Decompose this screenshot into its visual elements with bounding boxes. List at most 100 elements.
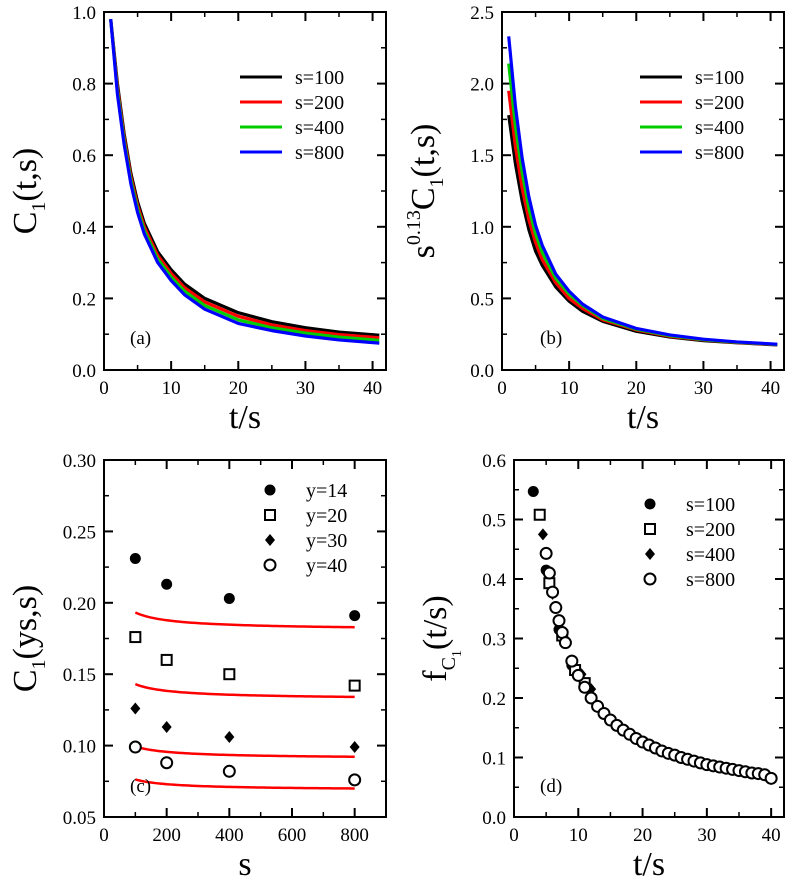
legend-label: s=200 — [295, 92, 344, 114]
x-tick-label: 0 — [99, 378, 109, 399]
fit-curve-y=20 — [134, 682, 355, 699]
x-tick-label: 200 — [152, 825, 181, 846]
data-point — [129, 553, 141, 565]
x-tick-label: 400 — [215, 825, 244, 846]
y-tick-label: 0.1 — [482, 749, 506, 770]
legend-label: s=100 — [686, 494, 735, 516]
y-tick-label: 0.3 — [482, 630, 506, 651]
y-axis-label: fC1(t/s) — [417, 595, 465, 681]
plot-frame — [513, 459, 785, 818]
fit-curve-y=14 — [134, 611, 355, 629]
x-tick-label: 30 — [296, 378, 315, 399]
legend-label: y=30 — [306, 530, 347, 552]
panel-c: 0 200 400 600 800 0.05 0.10 0.15 0.20 0.25 0.30 y=1… — [7, 451, 387, 881]
data-point — [578, 680, 592, 694]
y-tick-label: 0.4 — [72, 218, 96, 239]
legend-marker — [645, 548, 655, 560]
data-point — [533, 508, 546, 521]
y-tick-label: 0.4 — [482, 570, 506, 591]
x-tick-label: 0 — [497, 378, 507, 399]
data-point — [764, 771, 778, 785]
data-point — [223, 593, 235, 605]
panel-label: (d) — [540, 776, 562, 797]
series-line-s=800 — [109, 19, 380, 345]
legend-label: s=200 — [695, 92, 744, 114]
y-tick-label: 0.25 — [63, 522, 96, 543]
legend-label: s=400 — [686, 544, 735, 566]
legend-label: s=400 — [295, 117, 344, 139]
legend-label: s=100 — [695, 67, 744, 89]
data-point — [558, 636, 572, 650]
y-axis-label: C1(ys,s) — [7, 585, 50, 692]
data-point — [348, 679, 361, 692]
data-point — [160, 756, 174, 770]
x-tick-label: 40 — [363, 378, 382, 399]
plot-frame — [103, 11, 387, 371]
data-point — [537, 528, 548, 541]
legend-marker — [644, 498, 656, 510]
y-tick-label: 1.0 — [72, 3, 96, 24]
plot-frame — [103, 459, 387, 818]
legend-label: y=14 — [306, 480, 347, 502]
data-point — [542, 566, 556, 580]
data-point — [546, 585, 560, 599]
x-axis-label: t/s — [229, 399, 261, 436]
data-point — [527, 486, 539, 498]
data-point — [161, 721, 172, 734]
y-tick-label: 0.0 — [72, 361, 96, 382]
legend-label: s=200 — [686, 519, 735, 541]
data-point — [349, 741, 360, 754]
data-point — [161, 578, 173, 590]
series-line-s=800 — [507, 36, 778, 346]
y-tick-label: 0.0 — [482, 808, 506, 829]
x-tick-label: 10 — [162, 378, 181, 399]
legend-marker — [644, 523, 656, 535]
legend-marker — [264, 509, 276, 521]
legend-label: s=800 — [295, 142, 344, 164]
x-tick-label: 20 — [229, 378, 248, 399]
y-tick-label: 2.0 — [470, 75, 494, 96]
y-tick-label: 0.6 — [72, 146, 96, 167]
x-tick-label: 10 — [560, 378, 579, 399]
data-point — [571, 668, 585, 682]
x-tick-label: 20 — [627, 378, 646, 399]
panel-label: (a) — [130, 328, 151, 349]
y-tick-label: 0.8 — [72, 75, 96, 96]
y-tick-label: 2.5 — [470, 3, 494, 24]
data-point — [222, 764, 236, 778]
legend-marker — [265, 534, 275, 546]
x-tick-label: 30 — [697, 825, 716, 846]
y-tick-label: 0.2 — [72, 289, 96, 310]
x-axis-label: s — [238, 846, 251, 881]
y-tick-label: 0.20 — [63, 594, 96, 615]
data-point — [224, 731, 235, 744]
x-tick-label: 40 — [762, 825, 781, 846]
x-tick-label: 30 — [694, 378, 713, 399]
legend-label: s=400 — [695, 117, 744, 139]
data-point — [549, 601, 563, 615]
x-axis-label: t/s — [627, 399, 659, 436]
data-point — [565, 654, 579, 668]
panel-d: 0 10 20 30 40 0.0 0.1 0.2 0.3 0.4 0.5 0.6 s=100 s=200… — [417, 451, 785, 881]
legend-label: y=40 — [306, 555, 347, 577]
x-axis-label: t/s — [633, 846, 665, 881]
legend-marker — [643, 572, 657, 586]
y-tick-label: 0.30 — [63, 451, 96, 472]
data-point — [130, 702, 141, 715]
y-tick-label: 0.2 — [482, 689, 506, 710]
legend-marker — [264, 484, 276, 496]
data-point — [539, 546, 553, 560]
data-point — [129, 631, 142, 644]
data-point — [128, 740, 142, 754]
x-tick-label: 600 — [278, 825, 307, 846]
x-tick-label: 40 — [761, 378, 780, 399]
x-tick-label: 20 — [633, 825, 652, 846]
legend-label: s=800 — [695, 142, 744, 164]
y-tick-label: 0.6 — [482, 451, 506, 472]
y-tick-label: 0.5 — [470, 289, 494, 310]
data-point — [348, 773, 362, 787]
y-axis-label: s0.13C1(t,s) — [403, 124, 448, 259]
y-tick-label: 0.05 — [63, 808, 96, 829]
y-tick-label: 0.0 — [470, 361, 494, 382]
